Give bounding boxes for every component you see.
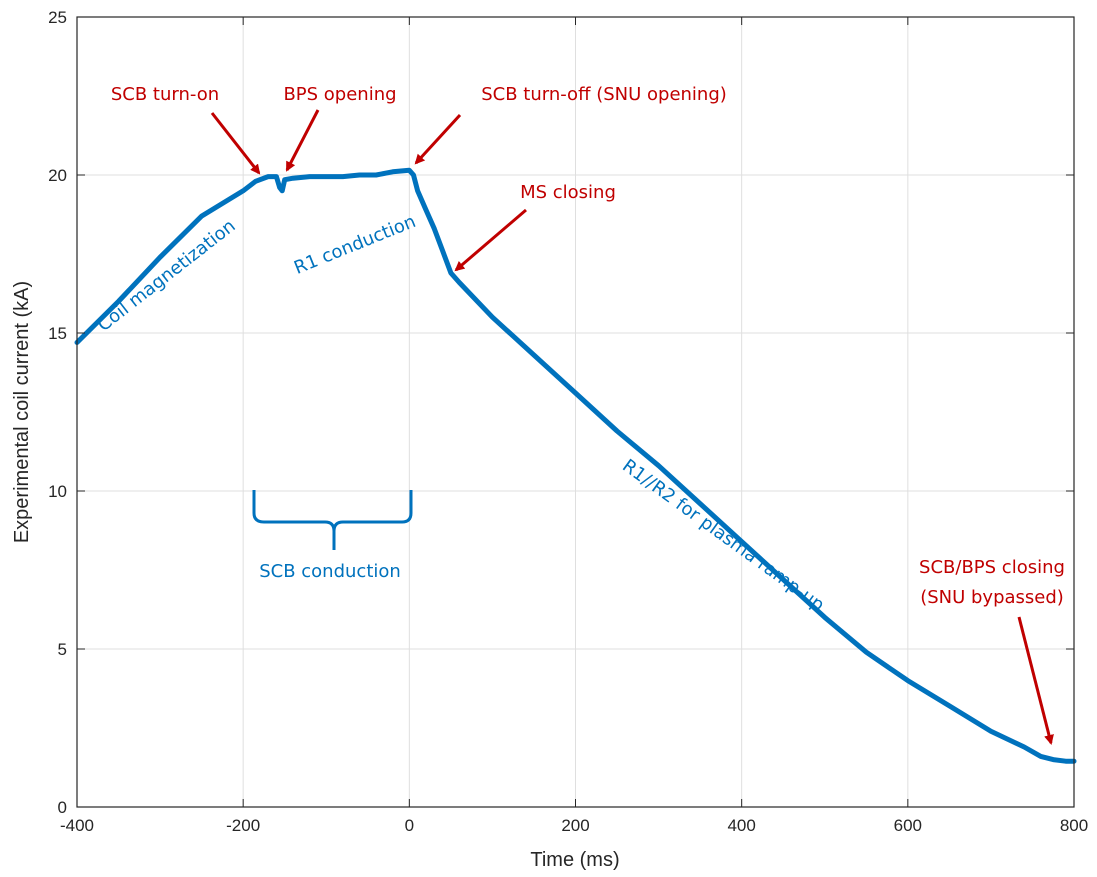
annotation-label: SCB/BPS closing bbox=[919, 557, 1065, 578]
annotation-label: SCB turn-off (SNU opening) bbox=[481, 84, 727, 105]
x-tick-label: -200 bbox=[226, 816, 260, 835]
annotation-arrow bbox=[454, 208, 527, 272]
series-line-1 bbox=[74, 167, 1077, 764]
x-tick-label: 400 bbox=[727, 816, 755, 835]
annotation-arrow bbox=[1017, 616, 1054, 745]
annotation-arrow bbox=[285, 109, 320, 172]
annotation-label: BPS opening bbox=[283, 84, 396, 105]
annotation-label: MS closing bbox=[520, 182, 616, 203]
y-tick-label: 0 bbox=[58, 798, 67, 817]
annotation-arrows bbox=[210, 109, 1054, 745]
y-tick-label: 20 bbox=[48, 166, 67, 185]
x-tick-label: 600 bbox=[894, 816, 922, 835]
y-tick-label: 25 bbox=[48, 8, 67, 27]
x-tick-label: 200 bbox=[561, 816, 589, 835]
scb-conduction-bracket bbox=[252, 490, 413, 550]
axis-ticks bbox=[76, 16, 1075, 808]
y-tick-labels: 0 5 10 15 20 25 bbox=[48, 8, 67, 817]
x-tick-label: 800 bbox=[1060, 816, 1088, 835]
y-tick-label: 5 bbox=[58, 640, 67, 659]
x-tick-labels: -400 -200 0 200 400 600 800 bbox=[60, 816, 1088, 835]
annotation-label: SCB conduction bbox=[259, 561, 401, 582]
y-tick-label: 15 bbox=[48, 324, 67, 343]
annotation-arrow bbox=[210, 112, 261, 175]
y-axis-title: Experimental coil current (kA) bbox=[11, 281, 33, 543]
annotation-label: (SNU bypassed) bbox=[920, 587, 1064, 608]
annotation-arrow bbox=[414, 113, 462, 165]
x-tick-label: 0 bbox=[405, 816, 414, 835]
annotation-label: SCB turn-on bbox=[111, 84, 219, 105]
x-axis-title: Time (ms) bbox=[530, 849, 619, 871]
x-tick-label: -400 bbox=[60, 816, 94, 835]
series-layer bbox=[74, 167, 1077, 764]
bracket-shape bbox=[252, 490, 413, 550]
y-tick-label: 10 bbox=[48, 482, 67, 501]
